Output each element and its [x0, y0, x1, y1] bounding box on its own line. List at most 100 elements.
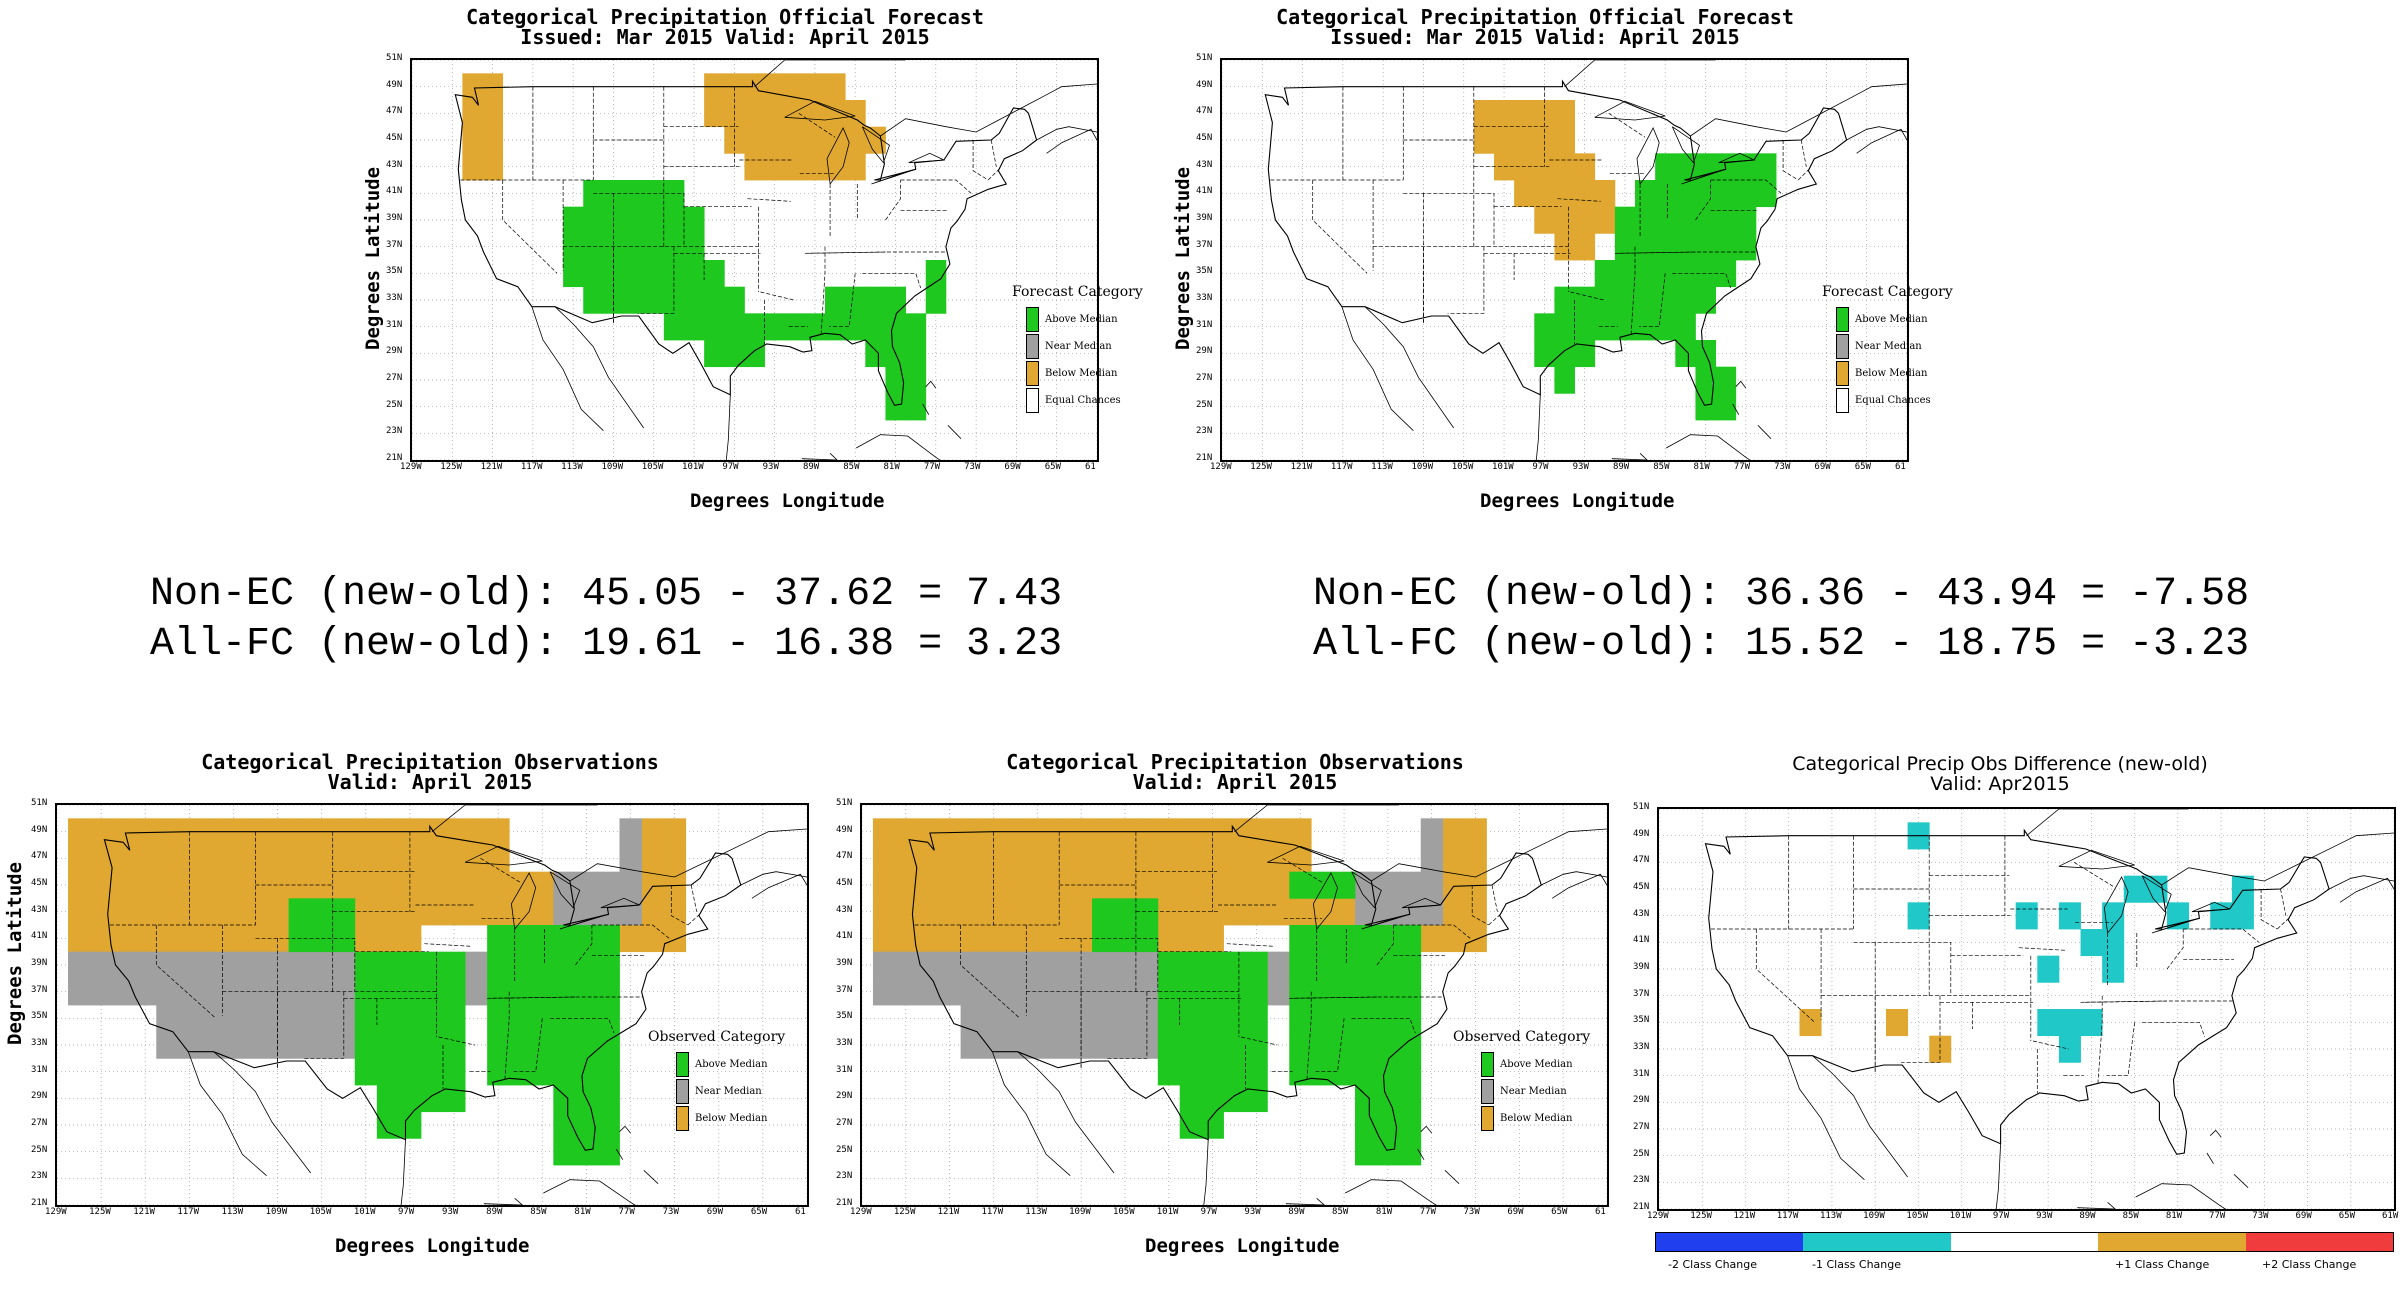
- grid-cell-above: [1201, 1085, 1224, 1113]
- grid-cell-near: [1004, 978, 1027, 1006]
- lon-tick: 121W: [1290, 462, 1313, 472]
- legend-item-below: Below Median: [1012, 360, 1143, 387]
- grid-cell-below: [1026, 845, 1049, 873]
- grid-cell-below: [894, 898, 918, 926]
- grid-cell-above: [1201, 1111, 1224, 1139]
- coastline: [1535, 394, 1541, 460]
- lon-tick: 105W: [641, 462, 664, 472]
- grid-cell-below: [704, 100, 725, 128]
- lat-tick: 37N: [386, 239, 403, 250]
- grid-cell-above: [597, 1138, 620, 1166]
- coastline: [2339, 877, 2394, 903]
- lon-tick: 81W: [574, 1207, 591, 1217]
- lat-tick: 47N: [31, 851, 48, 862]
- grid-cell-above: [1179, 1005, 1203, 1033]
- state-boundary: [960, 925, 1021, 1019]
- grid-cell-near: [1092, 978, 1115, 1006]
- grid-cell-above: [1715, 180, 1737, 208]
- coastline: [1364, 306, 1455, 429]
- great-lake: [1312, 872, 1338, 930]
- state-boundary: [1491, 884, 1498, 912]
- grid-cell-above: [420, 951, 444, 979]
- map-plot-area[interactable]: [1220, 58, 1909, 462]
- grid-cell-above: [1635, 286, 1656, 314]
- grid-cell-below: [744, 126, 765, 154]
- state-boundary: [760, 291, 794, 301]
- grid-cell-below: [804, 126, 826, 154]
- grid-cell-above: [1355, 1031, 1378, 1059]
- grid-cell-near: [1026, 1005, 1049, 1033]
- swatch-near: [676, 1079, 689, 1104]
- grid-cell-below: [982, 871, 1005, 899]
- state-boundary: [1351, 1017, 1416, 1034]
- grid-cell-above: [1695, 206, 1717, 234]
- grid-cell-near: [938, 951, 962, 979]
- grid-cell-above: [925, 260, 947, 288]
- coastline: [1234, 805, 1399, 833]
- lon-tick: 113W: [221, 1207, 244, 1217]
- grid-cell-above: [1092, 898, 1115, 926]
- grid-cell-above: [704, 340, 725, 368]
- grid-cell-above: [1635, 260, 1656, 288]
- grid-cell-above: [1201, 951, 1224, 979]
- grid-cell-above: [1534, 340, 1555, 368]
- coastline: [2328, 875, 2394, 890]
- grid-cell-above: [704, 260, 725, 288]
- grid-cell-above: [1311, 925, 1334, 953]
- legend-label: Below Median: [695, 1113, 768, 1124]
- grid-cell-above: [487, 925, 510, 953]
- grid-cell-below: [1004, 898, 1027, 926]
- coastline: [1995, 1143, 2001, 1209]
- grid-cell-near: [1048, 1005, 1071, 1033]
- state-boundary: [155, 925, 217, 1019]
- lon-tick: 129W: [850, 1207, 872, 1217]
- map-plot-area[interactable]: [860, 803, 1609, 1207]
- grid-cell-above: [1245, 1031, 1268, 1059]
- grid-cell-near: [90, 978, 113, 1006]
- grid-cell-below: [487, 898, 510, 926]
- map-plot-area[interactable]: [1657, 807, 2396, 1211]
- grid-cell-below: [1179, 845, 1203, 873]
- grid-cell-below: [1245, 898, 1268, 926]
- lat-tick: 35N: [1196, 266, 1213, 277]
- lat-tick: 21N: [31, 1198, 48, 1208]
- lon-tick: 73W: [964, 462, 981, 472]
- lat-tick: 43N: [1633, 908, 1650, 919]
- grid-cell-below: [825, 73, 846, 101]
- grid-cell-above: [376, 951, 400, 979]
- lat-tick: 43N: [386, 159, 403, 170]
- lat-tick: 37N: [1196, 239, 1213, 250]
- lon-tick: 125W: [440, 462, 462, 472]
- coastline: [483, 1197, 524, 1205]
- grid-cell-near: [1092, 951, 1115, 979]
- coastline: [1611, 453, 1648, 460]
- lon-tick: 85W: [1653, 462, 1670, 472]
- grid-cell-above: [509, 925, 532, 953]
- map-plot-area[interactable]: [55, 803, 809, 1207]
- lat-tick: 33N: [836, 1038, 853, 1048]
- colorbar-zero: [1950, 1233, 2099, 1251]
- grid-cell-below: [1514, 180, 1535, 208]
- grid-cell-near: [1004, 951, 1027, 979]
- grid-cell-near: [90, 951, 113, 979]
- grid-cell-below: [1574, 180, 1596, 208]
- grid-cell-near: [200, 1005, 223, 1033]
- great-lake: [1351, 871, 1382, 909]
- great-lake: [1594, 100, 1666, 121]
- state-boundary: [747, 198, 791, 202]
- lon-tick: 69W: [1814, 462, 1831, 472]
- map-plot-area[interactable]: [410, 58, 1099, 462]
- great-lake: [510, 872, 537, 930]
- grid-cell-above: [1655, 313, 1676, 341]
- grid-cell-near: [1376, 871, 1400, 899]
- grid-cell-below: [865, 126, 886, 154]
- lon-tick: 97W: [1200, 1207, 1217, 1217]
- grid-cell-below: [764, 126, 786, 154]
- grid-cell-below: [68, 871, 91, 899]
- grid-cell-above: [1311, 871, 1334, 899]
- grid-cell-below: [462, 100, 483, 128]
- grid-cell-below: [960, 845, 983, 873]
- grid-cell-above: [1157, 1031, 1181, 1059]
- lat-tick: 33N: [1633, 1042, 1650, 1052]
- lon-tick: 97W: [397, 1207, 415, 1217]
